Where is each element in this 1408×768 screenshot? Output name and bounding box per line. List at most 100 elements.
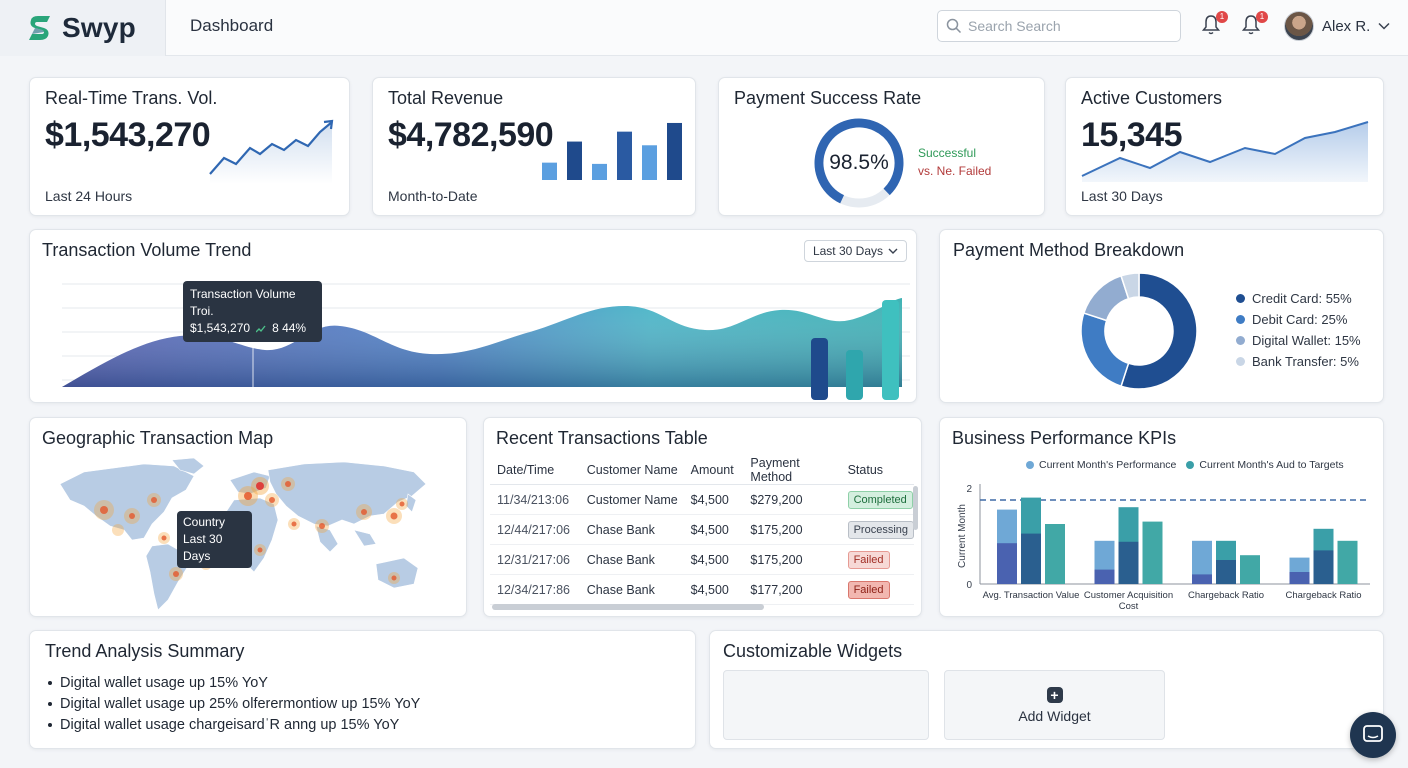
kpi-bar-segment: [1216, 560, 1236, 584]
tooltip-line-1: Country: [183, 515, 226, 529]
world-heat-map: [59, 457, 427, 611]
card-title: Payment Success Rate: [734, 88, 922, 108]
kpi-bar-segment: [1192, 574, 1212, 584]
search-input[interactable]: [968, 18, 1168, 34]
business-kpis-card[interactable]: Business Performance KPIs Current Month'…: [939, 417, 1384, 617]
x-tick-label: Chargeback Ratio: [1188, 590, 1264, 601]
donut-slice: [1120, 272, 1140, 300]
trend-analysis-summary-card[interactable]: Trend Analysis Summary Digital wallet us…: [29, 630, 696, 749]
table-row[interactable]: 12/34/217:86 Chase Bank $4,500 $177,200 …: [490, 574, 914, 605]
kpi-card-success-rate[interactable]: Payment Success Rate 98.5% Successful vs…: [718, 77, 1045, 216]
column-header[interactable]: Payment Method: [743, 456, 841, 485]
status-badge: Failed: [847, 550, 890, 569]
widget-slot[interactable]: [723, 670, 929, 740]
card-title: Transaction Volume Trend: [42, 240, 252, 260]
column-header[interactable]: Amount: [683, 456, 744, 485]
list-item: Digital wallet usage up 15% YoY: [48, 672, 420, 693]
cell-amount: $4,500: [683, 514, 744, 545]
legend-item: Bank Transfer: 5%: [1236, 351, 1361, 372]
table-row[interactable]: 12/44/217:06 Chase Bank $4,500 $175,200 …: [490, 514, 914, 545]
cell-method: $279,200: [743, 484, 841, 515]
search-box[interactable]: [937, 10, 1181, 42]
transaction-volume-trend-card[interactable]: Transaction Volume Trend Last 30 Days: [29, 229, 917, 403]
legend-swatch: [1026, 461, 1034, 469]
column-header[interactable]: Date/Time: [490, 456, 580, 485]
card-title: Recent Transactions Table: [496, 428, 708, 448]
list-item: Digital wallet usage up 25% olferermonti…: [48, 693, 420, 714]
card-title: Real-Time Trans. Vol.: [45, 88, 218, 108]
kpi-bar-segment: [1313, 550, 1334, 584]
legend-label: Debit Card: 25%: [1252, 312, 1348, 327]
cell-customer: Chase Bank: [579, 544, 684, 575]
plus-icon: +: [1046, 686, 1063, 703]
bell-icon: [1241, 15, 1261, 35]
user-menu[interactable]: Alex R.: [1284, 11, 1390, 41]
add-widget-label: Add Widget: [1018, 707, 1091, 724]
kpi-bar-segment: [1289, 572, 1310, 584]
cell-customer: Chase Bank: [579, 514, 684, 545]
kpi-subtitle: Month-to-Date: [388, 188, 478, 204]
vertical-scrollbar[interactable]: [913, 486, 918, 530]
horizontal-scrollbar[interactable]: [492, 604, 764, 610]
recent-transactions-card[interactable]: Recent Transactions Table Date/Time Cust…: [483, 417, 922, 617]
x-tick-label: Customer Acquisition: [1084, 590, 1173, 601]
summary-list: Digital wallet usage up 15% YoY Digital …: [48, 672, 420, 735]
revenue-bar: [567, 141, 582, 180]
kpi-bar: [1045, 524, 1065, 584]
kpi-subtitle: Last 30 Days: [1081, 188, 1163, 204]
kpi-bar-segment: [997, 543, 1017, 584]
cell-amount: $4,500: [683, 574, 744, 605]
y-axis-label: Current Month: [957, 504, 968, 568]
chat-button[interactable]: [1350, 712, 1396, 758]
legend-swatch: [1236, 357, 1245, 366]
range-dropdown[interactable]: Last 30 Days: [803, 240, 907, 262]
legend-item: Debit Card: 25%: [1236, 309, 1361, 330]
tooltip-line-2: Last 30 Days: [183, 532, 223, 563]
tooltip-value: $1,543,270: [190, 321, 251, 335]
legend-label: Digital Wallet: 15%: [1252, 333, 1361, 348]
geographic-map-card[interactable]: Geographic Transaction Map: [29, 417, 467, 617]
app-name: Swyp: [62, 12, 136, 43]
payment-method-breakdown-card[interactable]: Payment Method Breakdown Credit Card: 55…: [939, 229, 1384, 403]
legend-swatch: [1236, 315, 1245, 324]
notifications-button[interactable]: 1: [1201, 11, 1228, 38]
volume-sparkline: [209, 119, 334, 184]
avatar: [1284, 11, 1314, 41]
customers-area-chart: [1081, 121, 1369, 182]
top-bar: Swyp Dashboard 1 1 Alex R.: [0, 0, 1408, 56]
kpi-card-volume[interactable]: Real-Time Trans. Vol. $1,543,270 Last 24…: [29, 77, 350, 216]
status-badge: Processing: [847, 520, 914, 539]
donut-slice: [1120, 272, 1198, 390]
legend-label: Credit Card: 55%: [1252, 291, 1352, 306]
table-row[interactable]: 12/31/217:06 Chase Bank $4,500 $175,200 …: [490, 544, 914, 575]
cell-customer: Chase Bank: [579, 574, 684, 605]
logo[interactable]: Swyp: [0, 0, 166, 56]
legend-swatch: [1236, 294, 1245, 303]
trend-tooltip: Transaction Volume Troi. $1,543,270 8 44…: [183, 281, 322, 342]
cell-method: $177,200: [743, 574, 841, 605]
y-tick-label: 0: [966, 580, 972, 591]
card-title: Active Customers: [1081, 88, 1223, 108]
legend-item: Credit Card: 55%: [1236, 288, 1361, 309]
alerts-button[interactable]: 1: [1241, 11, 1268, 38]
kpi-card-revenue[interactable]: Total Revenue $4,782,590 Month-to-Date: [372, 77, 696, 216]
legend-item: Current Month's Aud to Targets: [1186, 459, 1344, 471]
table-row[interactable]: 11/34/213:06 Customer Name $4,500 $279,2…: [490, 484, 914, 515]
kpi-bar-segment: [1021, 533, 1041, 584]
kpi-card-customers[interactable]: Active Customers 15,345 Last 30 Days: [1065, 77, 1384, 216]
card-title: Geographic Transaction Map: [42, 428, 274, 448]
legend-successful: Successful: [918, 146, 977, 160]
legend-failed: vs. Ne. Failed: [918, 164, 992, 178]
success-rate-donut: [814, 118, 904, 208]
customizable-widgets-card[interactable]: Customizable Widgets + Add Widget: [709, 630, 1384, 749]
kpi-value: $4,782,590: [388, 116, 554, 154]
kpi-bar: [1240, 555, 1260, 584]
add-widget-button[interactable]: + Add Widget: [944, 670, 1165, 740]
legend-label: Current Month's Aud to Targets: [1199, 459, 1344, 471]
x-tick-label: Avg. Transaction Value: [983, 590, 1080, 601]
cell-customer: Customer Name: [579, 484, 684, 515]
cell-date: 12/31/217:06: [490, 544, 580, 575]
card-title: Payment Method Breakdown: [953, 240, 1185, 260]
column-header[interactable]: Customer Name: [579, 456, 684, 485]
column-header[interactable]: Status: [840, 456, 914, 485]
